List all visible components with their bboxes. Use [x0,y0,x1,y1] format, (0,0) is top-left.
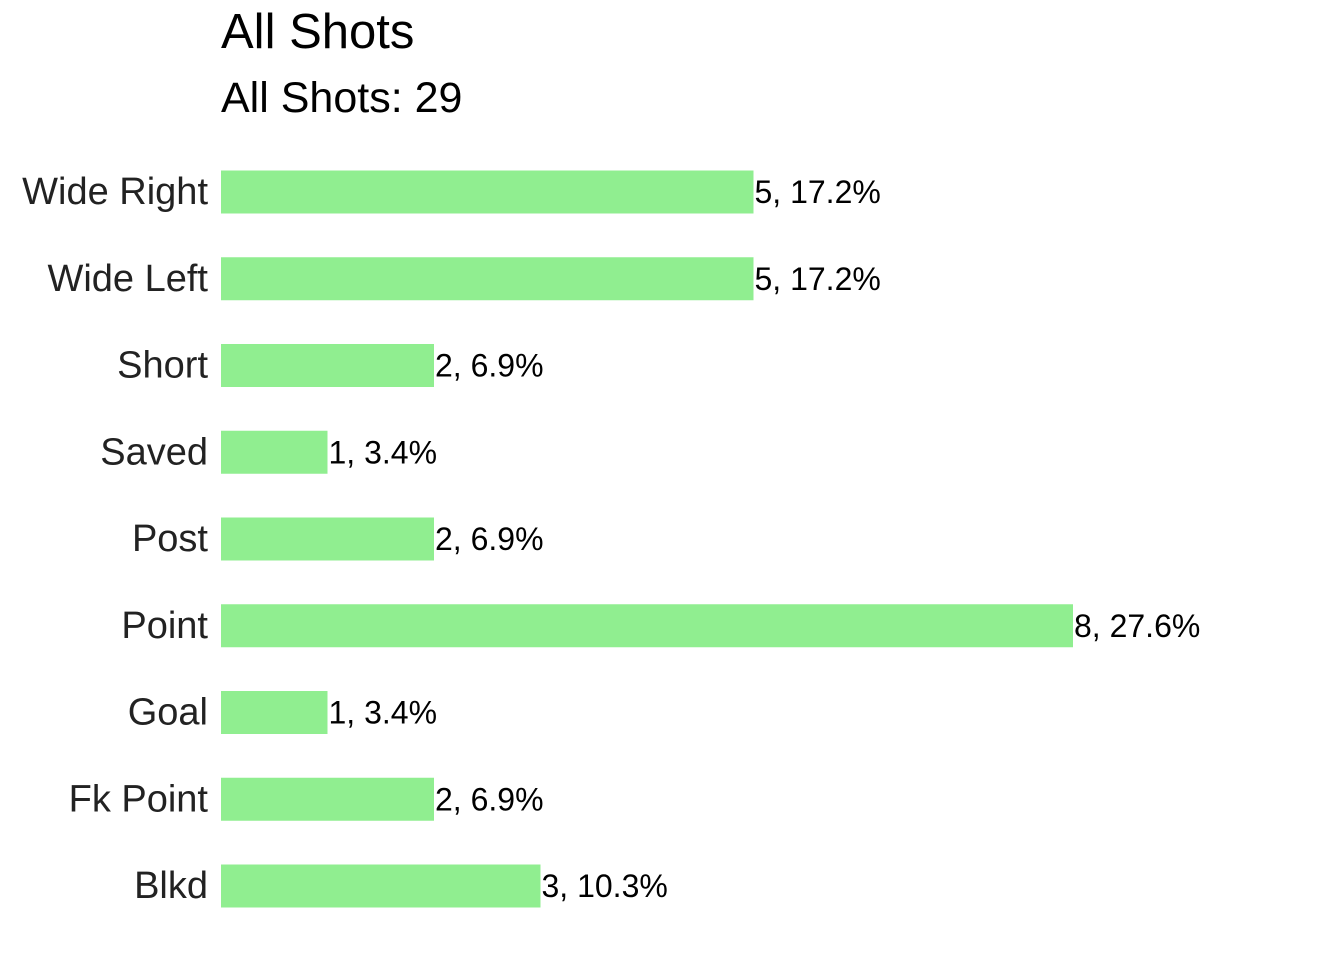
chart-title: All Shots [221,5,415,59]
category-label-point: Point [121,605,208,647]
data-label-blkd: 3, 10.3% [542,868,668,904]
category-label-wide-right: Wide Right [22,171,208,213]
bar-short [221,344,434,387]
data-label-wide-right: 5, 17.2% [755,174,881,210]
data-label-wide-left: 5, 17.2% [755,261,881,297]
data-label-post: 2, 6.9% [435,521,544,557]
bar-goal [221,691,328,734]
category-label-saved: Saved [100,431,208,473]
chart-subtitle: All Shots: 29 [221,74,463,122]
category-label-short: Short [117,345,208,387]
category-label-goal: Goal [128,692,208,734]
bar-saved [221,430,328,474]
bar-fk-point [221,777,434,821]
data-label-goal: 1, 3.4% [329,695,438,731]
category-label-post: Post [132,518,208,560]
category-label-wide-left: Wide Left [47,258,208,300]
data-label-short: 2, 6.9% [435,348,544,384]
bar-point [221,604,1073,648]
bar-wide-left [221,257,754,301]
data-label-point: 8, 27.6% [1074,608,1200,644]
data-label-saved: 1, 3.4% [329,434,438,470]
bar-wide-right [221,170,754,214]
category-label-blkd: Blkd [134,865,208,907]
bar-blkd [221,864,541,908]
bar-post [221,517,434,561]
category-label-fk-point: Fk Point [69,778,209,820]
data-label-fk-point: 2, 6.9% [435,781,544,817]
